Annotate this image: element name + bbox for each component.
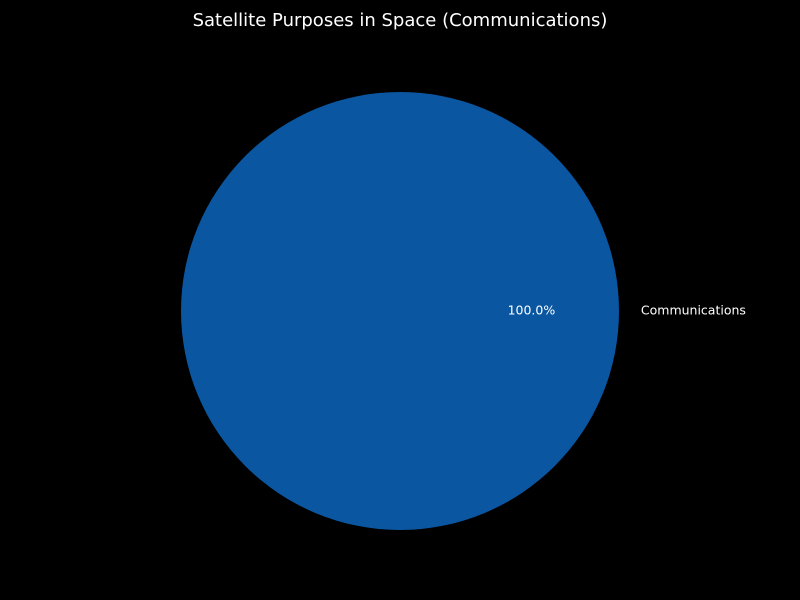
slices-layer xyxy=(181,92,619,530)
labels-layer: Communications 100.0% xyxy=(508,303,746,318)
pie-slice-communications xyxy=(181,92,619,530)
chart-title: Satellite Purposes in Space (Communicati… xyxy=(192,10,608,31)
slice-percent-label: 100.0% xyxy=(508,303,556,318)
slice-label: Communications xyxy=(641,303,746,318)
